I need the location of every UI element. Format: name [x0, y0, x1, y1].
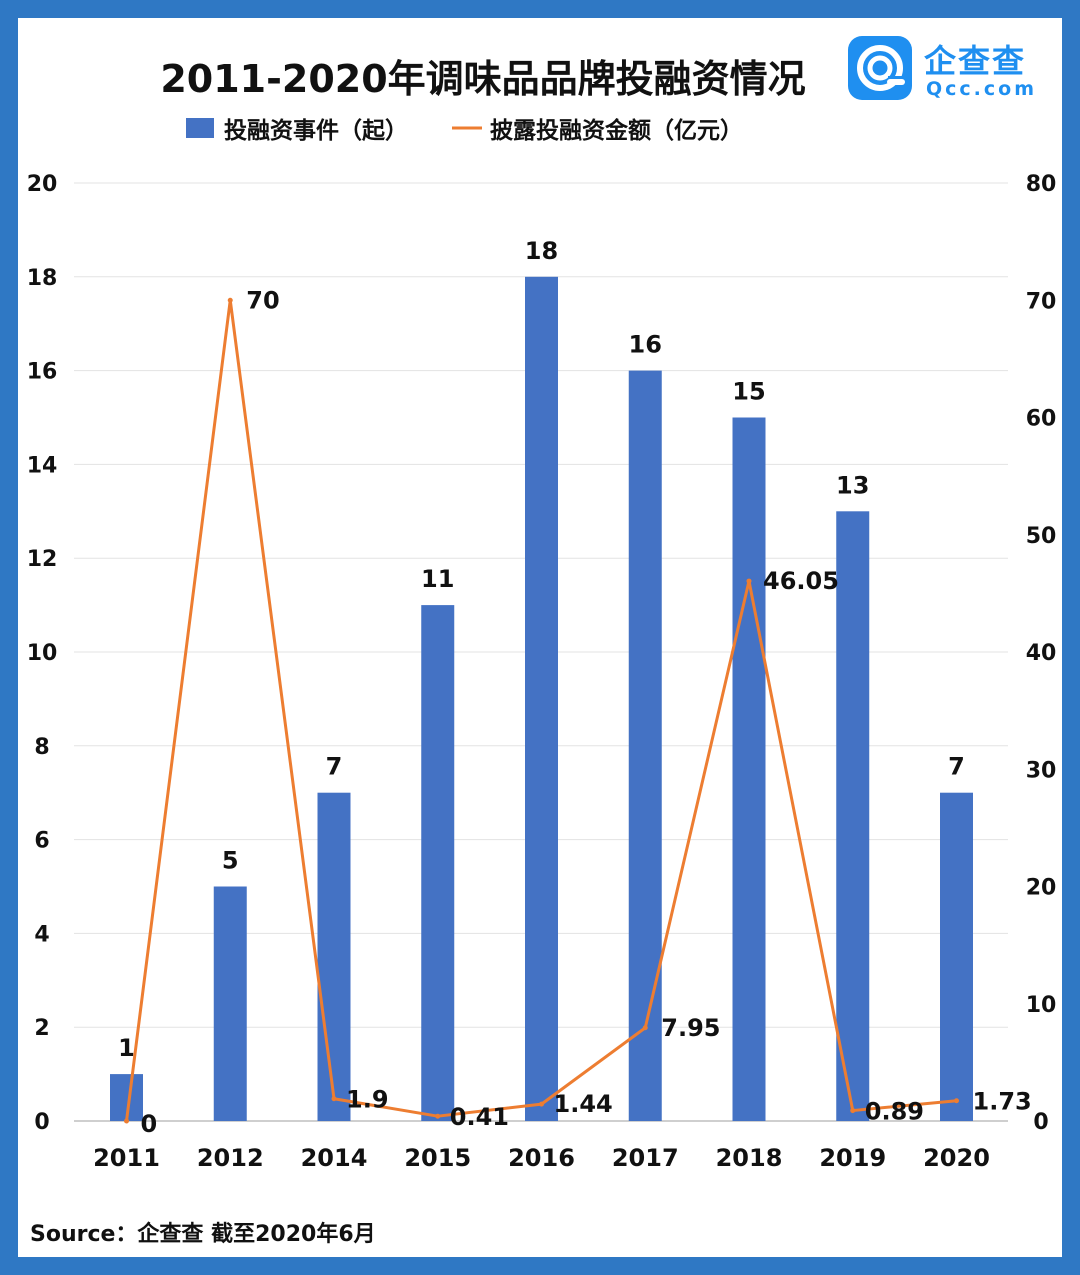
x-axis-tick-label: 2017: [612, 1144, 679, 1172]
right-axis-tick-label: 0: [1033, 1110, 1048, 1135]
x-axis-tick-label: 2019: [819, 1144, 886, 1172]
bar-data-label: 1: [118, 1034, 135, 1062]
brand-domain: Qcc.com: [926, 78, 1038, 100]
line-data-label: 1.73: [973, 1088, 1032, 1116]
bar: [213, 886, 247, 1121]
right-axis-tick-label: 40: [1026, 641, 1057, 666]
line-point: [746, 578, 752, 584]
line-point: [227, 297, 233, 303]
brand-logo: 企查查 Qcc.com: [848, 36, 1048, 106]
line-data-label: 0: [141, 1110, 158, 1138]
bar: [525, 276, 558, 1121]
bar: [940, 792, 973, 1121]
legend-line-label: 披露投融资金额（亿元）: [490, 117, 743, 144]
line-point: [642, 1025, 648, 1031]
left-axis-tick-label: 18: [27, 266, 58, 291]
chart-title: 2011-2020年调味品品牌投融资情况: [160, 57, 806, 101]
bar-data-label: 13: [836, 471, 869, 499]
line-point: [331, 1096, 337, 1102]
left-axis-tick-label: 2: [34, 1016, 49, 1041]
left-axis-tick-label: 8: [34, 735, 49, 760]
line-point: [124, 1118, 129, 1124]
combo-chart: 0246810121416182001020304050607080157111…: [27, 117, 1057, 1172]
line-data-label: 7.95: [661, 1014, 720, 1042]
bar: [732, 417, 766, 1121]
right-axis-tick-label: 60: [1026, 407, 1057, 432]
line-point: [435, 1113, 441, 1119]
line-data-label: 0.41: [450, 1103, 509, 1131]
bar-data-label: 7: [948, 753, 965, 781]
source-note: Source：企查查 截至2020年6月: [30, 1222, 376, 1247]
x-axis-tick-label: 2018: [716, 1144, 783, 1172]
line-data-label: 46.05: [763, 567, 839, 595]
line-data-label: 70: [246, 286, 279, 314]
brand-name: 企查查: [924, 42, 1027, 80]
left-axis-tick-label: 6: [34, 829, 49, 854]
x-axis-tick-label: 2011: [93, 1144, 160, 1172]
bar-data-label: 7: [326, 753, 343, 781]
right-axis-tick-label: 20: [1026, 876, 1057, 901]
bar: [421, 605, 455, 1121]
x-axis-tick-label: 2020: [923, 1144, 990, 1172]
left-axis-tick-label: 4: [34, 922, 49, 947]
left-axis-tick-label: 10: [27, 641, 58, 666]
left-axis-tick-label: 0: [34, 1110, 49, 1135]
bar-data-label: 16: [629, 331, 662, 359]
bar-data-label: 5: [222, 847, 239, 875]
x-axis-tick-label: 2015: [404, 1144, 471, 1172]
legend-bar-swatch: [186, 118, 214, 138]
right-axis-tick-label: 80: [1026, 172, 1057, 197]
bar-data-label: 11: [421, 565, 454, 593]
line-data-label: 0.89: [865, 1098, 924, 1126]
bar-data-label: 15: [732, 378, 765, 406]
line-data-label: 1.9: [346, 1086, 389, 1114]
line-point: [954, 1098, 959, 1104]
bar: [628, 370, 662, 1122]
line-point: [850, 1108, 856, 1114]
right-axis-tick-label: 30: [1026, 758, 1057, 783]
line-point: [539, 1101, 544, 1107]
x-axis-tick-label: 2014: [301, 1144, 368, 1172]
bar-data-label: 18: [525, 237, 558, 265]
bar: [836, 511, 870, 1121]
left-axis-tick-label: 20: [27, 172, 58, 197]
right-axis-tick-label: 50: [1026, 524, 1057, 549]
left-axis-tick-label: 12: [27, 547, 58, 572]
line-data-label: 1.44: [554, 1090, 613, 1118]
bar: [317, 792, 351, 1121]
x-axis-tick-label: 2016: [508, 1144, 575, 1172]
qcc-logo-icon: [848, 36, 912, 100]
left-axis-tick-label: 14: [27, 453, 58, 478]
right-axis-tick-label: 10: [1026, 993, 1057, 1018]
legend-bar-label: 投融资事件（起）: [224, 117, 408, 144]
left-axis-tick-label: 16: [27, 360, 58, 385]
chart-card: 2011-2020年调味品品牌投融资情况 企查查 Qcc.com 0 2 4 6 8 10…: [18, 18, 1062, 1257]
right-axis-tick-label: 70: [1026, 289, 1057, 314]
x-axis-tick-label: 2012: [197, 1144, 264, 1172]
